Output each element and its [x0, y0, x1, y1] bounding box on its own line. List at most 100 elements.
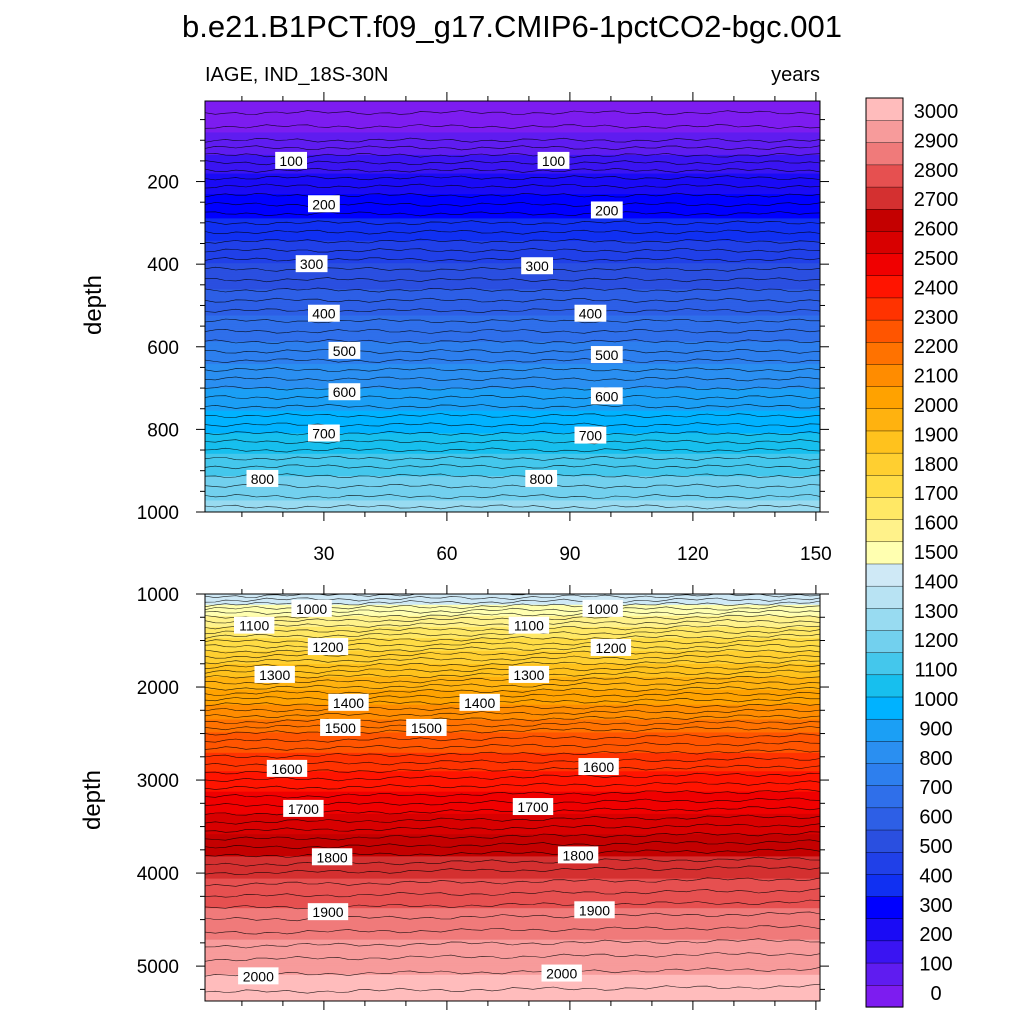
- color-fill-band: [205, 935, 820, 939]
- colorbar-box: [865, 585, 904, 609]
- color-fill-band: [205, 924, 820, 928]
- color-fill-band: [205, 313, 820, 317]
- contour-label: 200: [590, 201, 623, 219]
- color-fill-band: [205, 917, 820, 920]
- color-fill-band: [205, 233, 820, 236]
- y-tick-label: 1000: [137, 585, 179, 606]
- contour-line: [205, 110, 820, 116]
- color-fill-band: [205, 884, 820, 887]
- color-fill-band: [205, 706, 820, 709]
- contour-line: [205, 403, 820, 409]
- color-fill-band: [205, 738, 820, 741]
- contour-line: [205, 152, 820, 158]
- color-fill-band: [205, 487, 820, 490]
- colorbar-label: 700: [919, 777, 952, 799]
- color-fill-band: [205, 878, 820, 882]
- contour-line: [205, 192, 820, 198]
- color-fill-band: [205, 207, 820, 210]
- color-fill-band: [205, 812, 820, 815]
- contour-label: 1100: [234, 616, 275, 634]
- color-fill-band: [205, 771, 820, 774]
- contour-label-box: [283, 799, 324, 817]
- color-fill-band: [205, 998, 820, 1001]
- contour-label: 1800: [311, 848, 353, 866]
- colorbar-box: [865, 164, 904, 188]
- contour-line: [205, 247, 820, 253]
- contour-line: [205, 691, 820, 702]
- contour-label-text: 200: [312, 196, 336, 212]
- contour-line: [205, 376, 820, 382]
- contour-label: 1500: [320, 718, 361, 736]
- colorbar-label: 500: [919, 836, 952, 858]
- color-fill-band: [205, 164, 820, 167]
- color-fill-band: [205, 856, 820, 859]
- color-fill-band: [205, 203, 820, 206]
- color-fill-band: [205, 248, 820, 251]
- color-fill-band: [205, 726, 820, 730]
- color-fill-band: [205, 651, 820, 654]
- colorbar-label: 0: [930, 983, 941, 1005]
- contour-line: [205, 367, 820, 373]
- colorbar-box: [865, 452, 904, 476]
- color-fill-band: [205, 470, 820, 474]
- color-fill-band: [205, 253, 820, 257]
- contour-line: [205, 183, 820, 189]
- color-fill-band: [205, 599, 820, 602]
- color-fill-band: [205, 876, 820, 880]
- contour-label-box: [308, 424, 340, 442]
- contour-line: [205, 865, 820, 875]
- color-fill-band: [205, 961, 820, 965]
- contour-line: [205, 439, 820, 445]
- contour-label-box: [590, 201, 623, 219]
- color-fill-band: [205, 839, 820, 843]
- color-fill-band: [205, 934, 820, 937]
- color-fill-band: [205, 721, 820, 724]
- color-fill-band: [205, 854, 820, 857]
- color-fill-band: [205, 197, 820, 201]
- contour-line: [205, 464, 820, 470]
- contour-label-text: 1000: [296, 601, 327, 617]
- color-fill-band: [205, 858, 820, 861]
- color-fill-band: [205, 836, 820, 839]
- y-axis-label-bottom: depth: [79, 770, 106, 830]
- contour-line: [205, 911, 820, 922]
- color-fill-band: [205, 776, 820, 780]
- color-fill-band: [205, 362, 820, 365]
- color-fill-band: [205, 418, 820, 421]
- contour-line: [205, 888, 820, 898]
- contour-label: 1000: [582, 599, 623, 617]
- color-fill-band: [205, 830, 820, 833]
- contour-line: [205, 925, 820, 935]
- color-fill-band: [205, 649, 820, 652]
- contour-line: [205, 638, 820, 649]
- color-fill-band: [205, 869, 820, 872]
- contour-label-box: [541, 964, 582, 982]
- color-fill-band: [205, 697, 820, 700]
- colorbar-label: 1200: [914, 630, 959, 652]
- color-fill-band: [205, 928, 820, 931]
- contour-label: 1300: [254, 665, 295, 683]
- color-fill-band: [205, 958, 820, 961]
- color-fill-band: [205, 315, 820, 319]
- color-fill-band: [205, 309, 820, 313]
- color-fill-band: [205, 438, 820, 442]
- color-fill-band: [205, 270, 820, 274]
- color-fill-band: [205, 978, 820, 981]
- contour-line: [205, 644, 820, 654]
- contour-label: 600: [328, 383, 361, 401]
- contour-label-box: [590, 346, 623, 364]
- contour-label-box: [574, 304, 607, 322]
- color-fill-band: [205, 425, 820, 429]
- color-fill-band: [205, 182, 820, 186]
- colorbar-box: [865, 363, 904, 387]
- colorbar-label: 1900: [914, 424, 959, 446]
- color-fill-band: [205, 478, 820, 481]
- color-fill-band: [205, 192, 820, 195]
- color-fill-band: [205, 741, 820, 745]
- colorbar-box: [865, 918, 904, 942]
- color-fill-band: [205, 330, 820, 333]
- contour-label-box: [308, 195, 340, 213]
- color-fill-band: [205, 821, 820, 824]
- contour-label: 800: [246, 469, 279, 487]
- color-fill-band: [205, 336, 820, 339]
